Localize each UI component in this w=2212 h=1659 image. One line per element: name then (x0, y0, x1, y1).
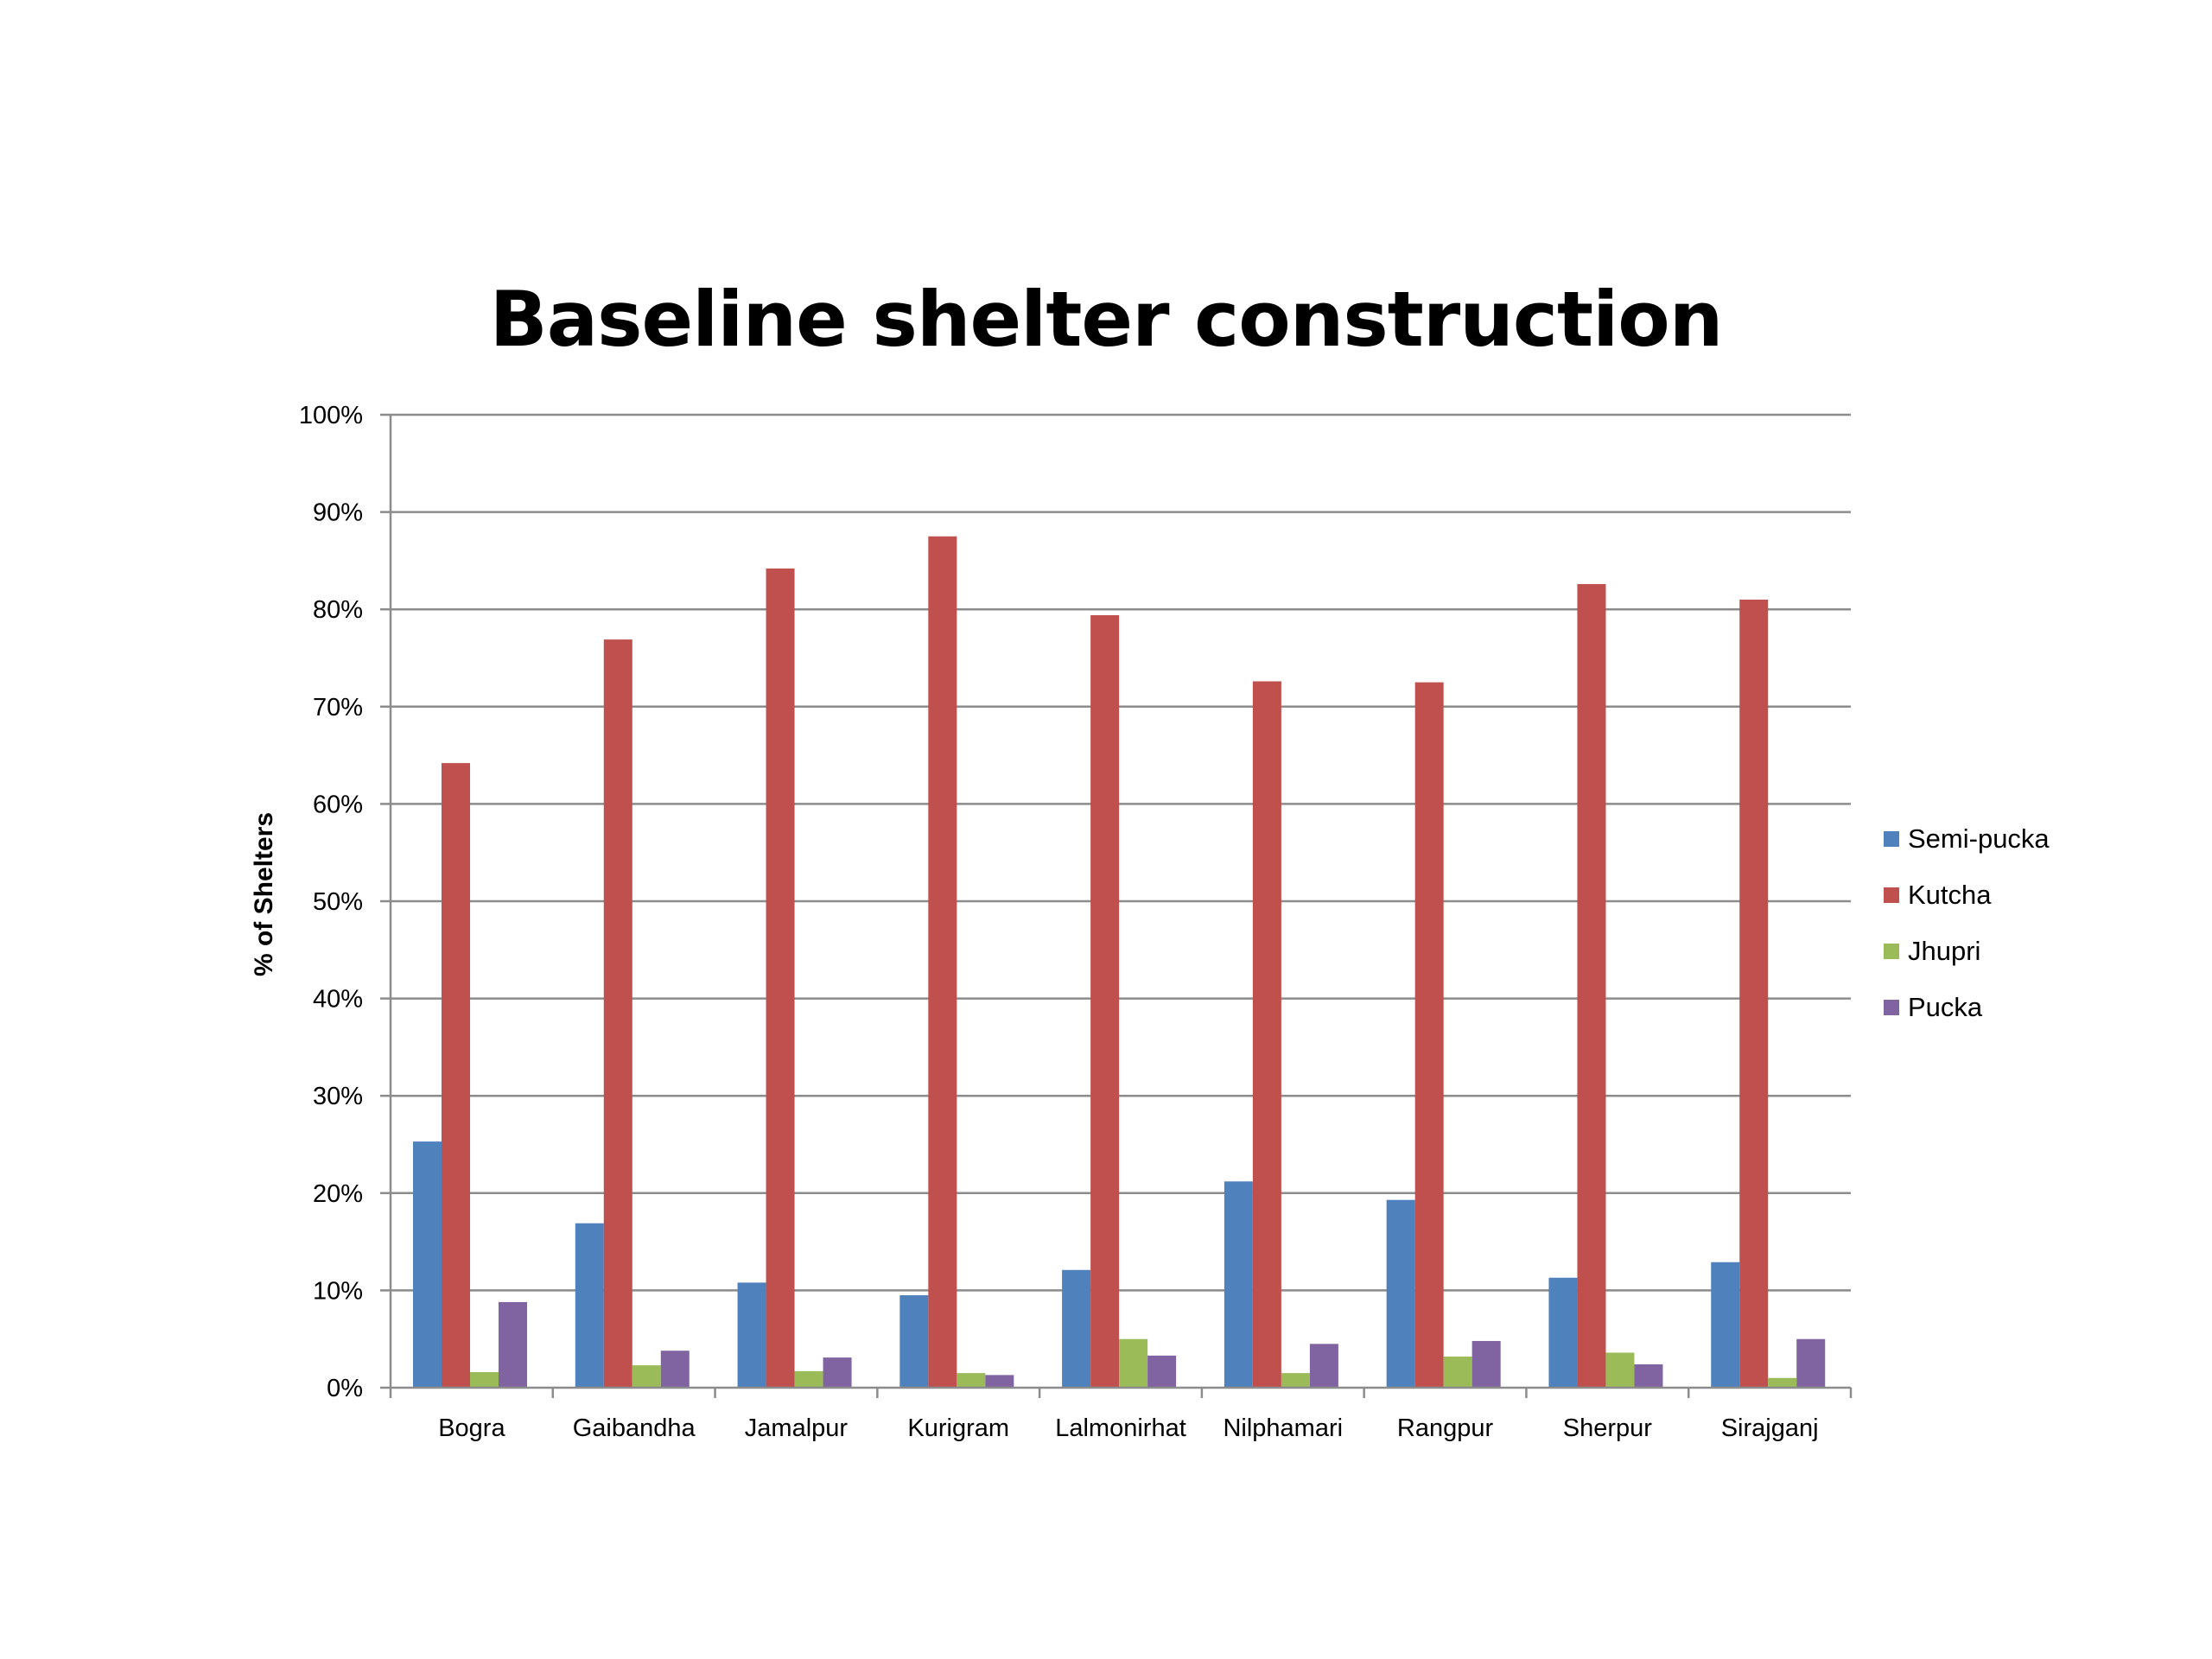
x-tick-labels: Bogra Gaibandha Jamalpur Kurigram Lalmonirha… (438, 1414, 1818, 1442)
x-tick-label: Lalmonirhat (1055, 1414, 1186, 1442)
bar-jhupri-sirajganj (1768, 1377, 1797, 1388)
chart-title: Baseline shelter construction (489, 275, 1724, 364)
y-tick-label: 70% (313, 694, 363, 721)
bar-kutcha-kurigram (928, 536, 957, 1388)
y-tick-label: 80% (313, 596, 363, 624)
y-tick-label: 50% (313, 888, 363, 916)
bar-pucka-jamalpur (823, 1357, 852, 1388)
bar-pucka-nilphamari (1309, 1344, 1338, 1388)
y-tick-label: 60% (313, 791, 363, 818)
legend-label: Jhupri (1908, 935, 1981, 966)
y-tick-label: 100% (299, 402, 363, 429)
legend: Semi-pucka Kutcha Jhupri Pucka (1884, 810, 2050, 1035)
bar-semi-pucka-bogra (413, 1141, 442, 1388)
bar-semi-pucka-rangpur (1386, 1199, 1415, 1388)
bar-kutcha-sherpur (1577, 583, 1606, 1388)
x-tick-label: Sirajganj (1721, 1414, 1819, 1442)
legend-label: Kutcha (1908, 879, 1992, 910)
bar-jhupri-kurigram (957, 1373, 986, 1388)
bar-kutcha-gaibandha (603, 639, 632, 1388)
bar-pucka-gaibandha (660, 1351, 690, 1388)
x-tick-label: Bogra (438, 1414, 505, 1442)
bar-kutcha-bogra (442, 763, 470, 1388)
legend-item: Jhupri (1884, 923, 2050, 979)
y-tick-label: 30% (313, 1083, 363, 1110)
bar-pucka-sherpur (1634, 1363, 1663, 1388)
bar-kutcha-sirajganj (1739, 599, 1769, 1388)
bar-kutcha-lalmonirhat (1090, 614, 1120, 1388)
bar-semi-pucka-nilphamari (1224, 1181, 1253, 1388)
bar-kutcha-rangpur (1414, 682, 1444, 1388)
y-tick-label: 90% (313, 499, 363, 527)
legend-swatch (1884, 887, 1899, 903)
bar-semi-pucka-kurigram (899, 1295, 929, 1388)
legend-item: Kutcha (1884, 867, 2050, 923)
bar-pucka-lalmonirhat (1147, 1355, 1177, 1388)
bars (413, 536, 1826, 1388)
bar-jhupri-jamalpur (794, 1370, 823, 1388)
axes (380, 413, 1853, 1398)
bar-semi-pucka-sirajganj (1711, 1262, 1740, 1388)
x-tick-label: Rangpur (1397, 1414, 1494, 1442)
legend-item: Pucka (1884, 979, 2050, 1035)
bar-semi-pucka-lalmonirhat (1062, 1269, 1091, 1388)
x-tick-label: Gaibandha (573, 1414, 696, 1442)
legend-swatch (1884, 943, 1899, 959)
bar-jhupri-sherpur (1605, 1352, 1635, 1388)
bar-pucka-kurigram (985, 1375, 1014, 1388)
y-tick-label: 0% (327, 1375, 363, 1402)
bar-kutcha-nilphamari (1252, 681, 1281, 1388)
y-tick-labels: 0% 10% 20% 30% 40% 50% 60% 70% 80% 90% 100% (299, 402, 363, 1402)
legend-label: Semi-pucka (1908, 823, 2050, 854)
bar-jhupri-bogra (470, 1371, 499, 1388)
legend-swatch (1884, 830, 1899, 847)
bar-semi-pucka-sherpur (1548, 1277, 1578, 1388)
bar-pucka-rangpur (1471, 1340, 1501, 1388)
y-tick-label: 20% (313, 1180, 363, 1208)
bar-semi-pucka-gaibandha (575, 1223, 604, 1388)
bar-kutcha-jamalpur (766, 568, 795, 1388)
bar-pucka-sirajganj (1796, 1338, 1826, 1388)
x-tick-label: Kurigram (907, 1414, 1009, 1442)
bar-jhupri-nilphamari (1281, 1373, 1310, 1388)
bar-jhupri-gaibandha (632, 1365, 661, 1388)
bar-pucka-bogra (499, 1301, 527, 1388)
x-tick-label: Nilphamari (1223, 1414, 1343, 1442)
legend-label: Pucka (1908, 991, 1983, 1022)
x-tick-label: Jamalpur (745, 1414, 849, 1442)
bar-semi-pucka-jamalpur (737, 1282, 766, 1388)
bar-jhupri-rangpur (1443, 1356, 1472, 1388)
y-tick-label: 40% (313, 986, 363, 1014)
legend-swatch (1884, 999, 1899, 1015)
legend-item: Semi-pucka (1884, 810, 2050, 867)
y-tick-label: 10% (313, 1277, 363, 1305)
bar-jhupri-lalmonirhat (1119, 1338, 1148, 1388)
x-tick-label: Sherpur (1563, 1414, 1653, 1442)
gridlines (391, 413, 1851, 1292)
